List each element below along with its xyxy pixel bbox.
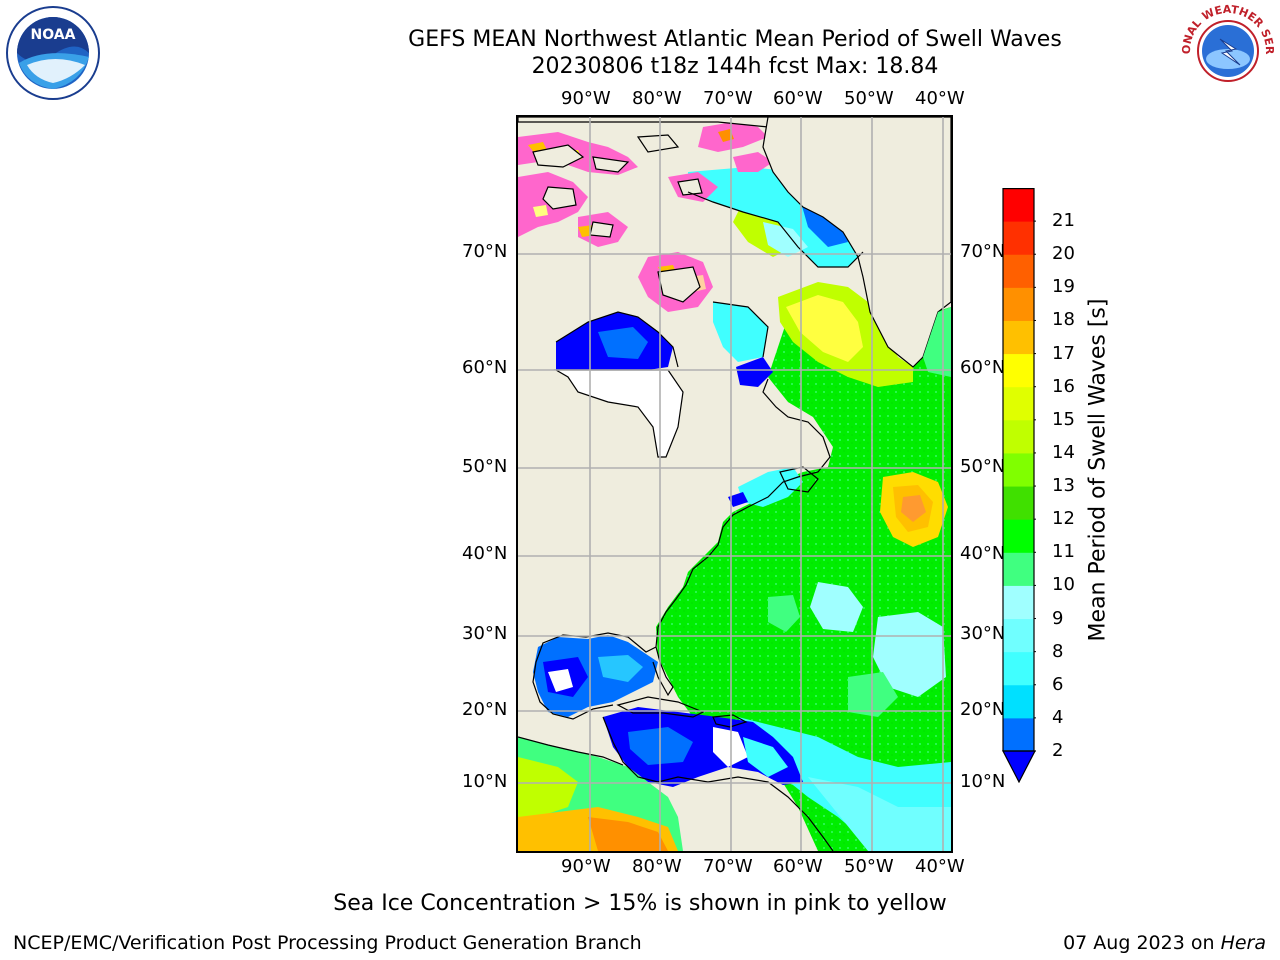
sea-ice-caption: Sea Ice Concentration > 15% is shown in …	[333, 891, 947, 916]
colorbar-tick-label: 18	[1052, 309, 1075, 331]
lon-label-bottom: 50°W	[844, 856, 894, 877]
colorbar	[1002, 188, 1036, 784]
lat-label-right: 30°N	[960, 623, 1006, 644]
nws-logo: NATIONAL WEATHER SERVICE	[1175, 0, 1276, 99]
colorbar-bin	[1003, 254, 1034, 288]
colorbar-bin	[1003, 221, 1034, 255]
lat-label-left: 10°N	[462, 771, 508, 792]
colorbar-tick-label: 17	[1052, 342, 1075, 364]
caribbean-sea-field	[603, 707, 803, 787]
lat-label-right: 10°N	[960, 771, 1006, 792]
colorbar-bin	[1003, 585, 1034, 620]
lon-label-top: 90°W	[561, 88, 611, 109]
lat-label-left: 50°N	[462, 456, 508, 477]
colorbar-tick-label: 4	[1052, 706, 1064, 728]
colorbar-bin	[1003, 419, 1034, 454]
lon-label-bottom: 80°W	[632, 856, 682, 877]
gulf-of-st-lawrence-field	[738, 467, 803, 507]
svg-text:NOAA: NOAA	[31, 27, 76, 43]
footer-host: Hera	[1220, 932, 1266, 954]
colorbar-tick-label: 11	[1052, 541, 1075, 563]
colorbar-tick-label: 2	[1052, 740, 1064, 761]
noaa-logo: NOAA	[5, 5, 101, 101]
colorbar-bin	[1003, 684, 1034, 719]
lon-label-bottom: 40°W	[915, 856, 965, 877]
colorbar-tick-label: 8	[1052, 640, 1064, 662]
colorbar-bin	[1003, 519, 1034, 553]
colorbar-tick-label: 10	[1052, 574, 1075, 596]
chart-subtitle: 20230806 t18z 144h fcst Max: 18.84	[531, 54, 939, 79]
colorbar-tick-label: 6	[1052, 673, 1064, 695]
lon-label-top: 40°W	[915, 88, 965, 109]
footer-credit: NCEP/EMC/Verification Post Processing Pr…	[13, 932, 642, 954]
colorbar-scale	[1002, 188, 1036, 784]
map-canvas	[518, 117, 951, 851]
colorbar-bin	[1003, 552, 1034, 586]
colorbar-tick-label: 13	[1052, 475, 1075, 497]
lat-label-right: 60°N	[960, 357, 1006, 378]
colorbar-tick-label: 9	[1052, 607, 1064, 629]
colorbar-tick-label: 16	[1052, 375, 1075, 397]
colorbar-bin	[1003, 651, 1034, 686]
footer-date-text: 07 Aug 2023 on	[1063, 932, 1221, 954]
colorbar-bin	[1003, 452, 1034, 487]
colorbar-tick-label: 14	[1052, 441, 1075, 463]
graticule	[518, 117, 951, 851]
colorbar-under-triangle	[1002, 750, 1036, 784]
lon-label-top: 80°W	[632, 88, 682, 109]
chart-title: GEFS MEAN Northwest Atlantic Mean Period…	[408, 27, 1062, 52]
colorbar-bin	[1003, 386, 1034, 421]
lat-label-right: 50°N	[960, 456, 1006, 477]
lon-label-bottom: 90°W	[561, 856, 611, 877]
colorbar-bin	[1003, 353, 1034, 388]
lat-label-left: 70°N	[462, 241, 508, 262]
colorbar-bin	[1003, 486, 1034, 520]
arctic-islands	[518, 117, 951, 303]
lat-label-right: 20°N	[960, 699, 1006, 720]
colorbar-bin	[1003, 320, 1034, 355]
lon-label-top: 50°W	[844, 88, 894, 109]
colorbar-bin	[1003, 188, 1034, 222]
lon-label-top: 70°W	[703, 88, 753, 109]
colorbar-tick-label: 15	[1052, 408, 1075, 430]
lon-label-bottom: 60°W	[773, 856, 823, 877]
coastlines	[518, 191, 864, 851]
lat-label-right: 40°N	[960, 543, 1006, 564]
colorbar-tick-label: 21	[1052, 210, 1075, 232]
colorbar-bin	[1003, 618, 1034, 653]
lon-label-bottom: 70°W	[703, 856, 753, 877]
colorbar-outline	[1002, 188, 1035, 752]
colorbar-tick-label: 12	[1052, 508, 1075, 530]
lat-label-left: 60°N	[462, 357, 508, 378]
lat-label-right: 70°N	[960, 241, 1006, 262]
lat-label-left: 40°N	[462, 543, 508, 564]
footer-date: 07 Aug 2023 on Hera	[1063, 932, 1266, 954]
colorbar-bin	[1003, 717, 1034, 752]
lat-label-left: 20°N	[462, 699, 508, 720]
colorbar-tick-label: 19	[1052, 276, 1075, 298]
map-panel	[516, 115, 953, 853]
colorbar-tick-label: 20	[1052, 243, 1075, 265]
colorbar-bin	[1003, 287, 1034, 321]
lat-label-left: 30°N	[462, 623, 508, 644]
lon-label-top: 60°W	[773, 88, 823, 109]
